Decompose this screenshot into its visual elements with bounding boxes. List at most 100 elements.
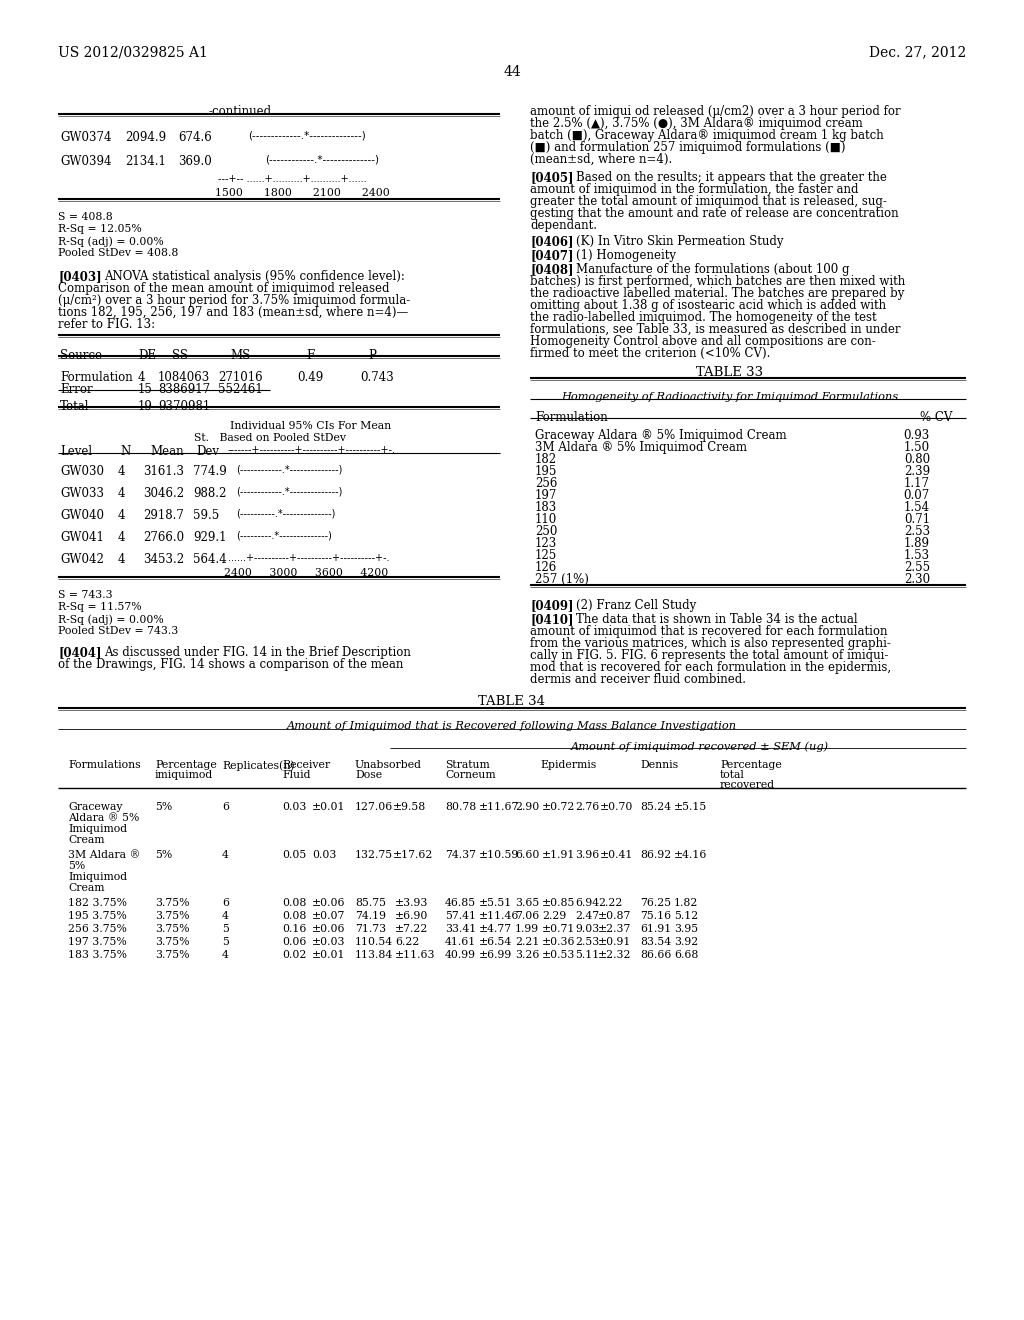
Text: Receiver: Receiver bbox=[282, 760, 330, 770]
Text: 3.26: 3.26 bbox=[515, 950, 540, 960]
Text: TABLE 34: TABLE 34 bbox=[478, 696, 546, 708]
Text: ±0.85: ±0.85 bbox=[542, 898, 575, 908]
Text: GW039: GW039 bbox=[60, 154, 104, 168]
Text: 3M Aldara ®: 3M Aldara ® bbox=[68, 850, 140, 861]
Text: (K) In Vitro Skin Permeation Study: (K) In Vitro Skin Permeation Study bbox=[575, 235, 783, 248]
Text: US 2012/0329825 A1: US 2012/0329825 A1 bbox=[58, 45, 208, 59]
Text: As discussed under FIG. 14 in the Brief Description: As discussed under FIG. 14 in the Brief … bbox=[104, 645, 411, 659]
Text: 183 3.75%: 183 3.75% bbox=[68, 950, 127, 960]
Text: 4: 4 bbox=[118, 487, 126, 500]
Text: 7.06: 7.06 bbox=[515, 911, 540, 921]
Text: Replicates(n): Replicates(n) bbox=[222, 760, 295, 771]
Text: 2134.1: 2134.1 bbox=[125, 154, 166, 168]
Text: 6.60: 6.60 bbox=[515, 850, 540, 861]
Text: GW041: GW041 bbox=[60, 531, 103, 544]
Text: imiquimod: imiquimod bbox=[155, 770, 213, 780]
Text: R-Sq (adj) = 0.00%: R-Sq (adj) = 0.00% bbox=[58, 614, 164, 624]
Text: GW040: GW040 bbox=[60, 510, 104, 521]
Text: ±6.99: ±6.99 bbox=[479, 950, 512, 960]
Text: [0408]: [0408] bbox=[530, 263, 573, 276]
Text: dermis and receiver fluid combined.: dermis and receiver fluid combined. bbox=[530, 673, 746, 686]
Text: 4: 4 bbox=[222, 911, 229, 921]
Text: 3161.3: 3161.3 bbox=[143, 465, 184, 478]
Text: 0.80: 0.80 bbox=[904, 453, 930, 466]
Text: 2.55: 2.55 bbox=[904, 561, 930, 574]
Text: ±1.91: ±1.91 bbox=[542, 850, 575, 861]
Text: 6: 6 bbox=[222, 803, 229, 812]
Text: 3.96: 3.96 bbox=[575, 850, 599, 861]
Text: Pooled StDev = 743.3: Pooled StDev = 743.3 bbox=[58, 626, 178, 636]
Text: ±0.07: ±0.07 bbox=[312, 911, 345, 921]
Text: 1.82: 1.82 bbox=[674, 898, 698, 908]
Text: ±10.59: ±10.59 bbox=[479, 850, 519, 861]
Text: 1.50: 1.50 bbox=[904, 441, 930, 454]
Text: 6: 6 bbox=[222, 898, 229, 908]
Text: 4: 4 bbox=[118, 510, 126, 521]
Text: the 2.5% (▲), 3.75% (●), 3M Aldara® imiquimod cream: the 2.5% (▲), 3.75% (●), 3M Aldara® imiq… bbox=[530, 117, 863, 129]
Text: 46.85: 46.85 bbox=[445, 898, 476, 908]
Text: ±0.41: ±0.41 bbox=[600, 850, 634, 861]
Text: 59.5: 59.5 bbox=[193, 510, 219, 521]
Text: 2.21: 2.21 bbox=[515, 937, 540, 946]
Text: 2.76: 2.76 bbox=[575, 803, 599, 812]
Text: ±11.46: ±11.46 bbox=[479, 911, 519, 921]
Text: ±0.72: ±0.72 bbox=[542, 803, 575, 812]
Text: (1) Homogeneity: (1) Homogeneity bbox=[575, 249, 676, 261]
Text: 0.07: 0.07 bbox=[904, 488, 930, 502]
Text: Amount of Imiquimod that is Recovered following Mass Balance Investigation: Amount of Imiquimod that is Recovered fo… bbox=[287, 721, 737, 731]
Text: ---+-- ......+..........+..........+......: ---+-- ......+..........+..........+....… bbox=[218, 174, 367, 183]
Text: 3.75%: 3.75% bbox=[155, 898, 189, 908]
Text: 5%: 5% bbox=[155, 803, 172, 812]
Text: R-Sq (adj) = 0.00%: R-Sq (adj) = 0.00% bbox=[58, 236, 164, 247]
Text: 3453.2: 3453.2 bbox=[143, 553, 184, 566]
Text: 2.90: 2.90 bbox=[515, 803, 540, 812]
Text: 110: 110 bbox=[535, 513, 557, 525]
Text: Based on the results; it appears that the greater the: Based on the results; it appears that th… bbox=[575, 172, 887, 183]
Text: 2094.9: 2094.9 bbox=[125, 131, 166, 144]
Text: dependant.: dependant. bbox=[530, 219, 597, 232]
Text: [0405]: [0405] bbox=[530, 172, 573, 183]
Text: 1500      1800      2100      2400: 1500 1800 2100 2400 bbox=[215, 187, 390, 198]
Text: Imiquimod: Imiquimod bbox=[68, 873, 127, 882]
Text: S = 743.3: S = 743.3 bbox=[58, 590, 113, 601]
Text: GW042: GW042 bbox=[60, 553, 103, 566]
Text: 5.12: 5.12 bbox=[674, 911, 698, 921]
Text: 15: 15 bbox=[138, 383, 153, 396]
Text: 33.41: 33.41 bbox=[445, 924, 476, 935]
Text: [0403]: [0403] bbox=[58, 271, 101, 282]
Text: 3.65: 3.65 bbox=[515, 898, 540, 908]
Text: 197: 197 bbox=[535, 488, 557, 502]
Text: Cream: Cream bbox=[68, 836, 104, 845]
Text: 4: 4 bbox=[222, 850, 229, 861]
Text: R-Sq = 11.57%: R-Sq = 11.57% bbox=[58, 602, 141, 612]
Text: from the various matrices, which is also represented graphi-: from the various matrices, which is also… bbox=[530, 638, 891, 649]
Text: 5: 5 bbox=[222, 924, 229, 935]
Text: 369.0: 369.0 bbox=[178, 154, 212, 168]
Text: 8386917: 8386917 bbox=[158, 383, 210, 396]
Text: 4: 4 bbox=[138, 371, 145, 384]
Text: ANOVA statistical analysis (95% confidence level):: ANOVA statistical analysis (95% confiden… bbox=[104, 271, 404, 282]
Text: 126: 126 bbox=[535, 561, 557, 574]
Text: GW033: GW033 bbox=[60, 487, 104, 500]
Text: ±0.36: ±0.36 bbox=[542, 937, 575, 946]
Text: ±6.54: ±6.54 bbox=[479, 937, 512, 946]
Text: (------------.*--------------): (------------.*--------------) bbox=[265, 154, 379, 165]
Text: P: P bbox=[368, 348, 376, 362]
Text: 0.06: 0.06 bbox=[282, 937, 306, 946]
Text: 2.22: 2.22 bbox=[598, 898, 623, 908]
Text: 132.75: 132.75 bbox=[355, 850, 393, 861]
Text: 3.95: 3.95 bbox=[674, 924, 698, 935]
Text: 1.17: 1.17 bbox=[904, 477, 930, 490]
Text: 183: 183 bbox=[535, 502, 557, 513]
Text: TABLE 33: TABLE 33 bbox=[696, 366, 764, 379]
Text: 4: 4 bbox=[118, 531, 126, 544]
Text: Formulation: Formulation bbox=[535, 411, 608, 424]
Text: St.   Based on Pooled StDev: St. Based on Pooled StDev bbox=[194, 433, 346, 444]
Text: 774.9: 774.9 bbox=[193, 465, 226, 478]
Text: 80.78: 80.78 bbox=[445, 803, 476, 812]
Text: (μ/cm²) over a 3 hour period for 3.75% imiquimod formula-: (μ/cm²) over a 3 hour period for 3.75% i… bbox=[58, 294, 411, 308]
Text: 3046.2: 3046.2 bbox=[143, 487, 184, 500]
Text: 4: 4 bbox=[104, 131, 112, 144]
Text: Pooled StDev = 408.8: Pooled StDev = 408.8 bbox=[58, 248, 178, 257]
Text: 41.61: 41.61 bbox=[445, 937, 476, 946]
